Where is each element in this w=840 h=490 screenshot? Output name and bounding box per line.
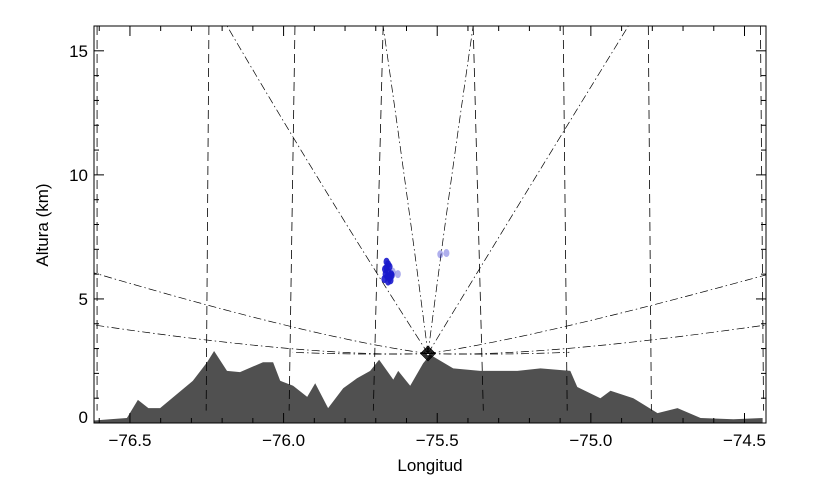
range-line [288,25,296,411]
x-tick-label: −75.5 [416,431,459,450]
echo-point [387,276,394,285]
range-line [562,25,568,411]
echo-point [394,270,401,279]
y-tick-label: 5 [79,290,88,309]
beam-line [427,25,629,354]
beam-line [292,351,429,355]
x-tick-label: −75.0 [569,431,612,450]
range-line [760,25,764,411]
echo-point [437,250,444,259]
beam-line [382,25,429,354]
echo-point [443,249,450,258]
beam-line [427,351,570,355]
y-tick-label: 10 [69,166,88,185]
radar-marker-icon [424,349,432,358]
radar-marker-icon [420,345,436,362]
beam-line [427,324,767,355]
range-line [205,25,210,411]
x-tick-label: −76.0 [262,431,305,450]
beam-line [93,324,429,355]
range-line [372,25,384,411]
beam-line [93,272,429,354]
x-tick-label: −76.5 [108,431,151,450]
echo-point [389,267,396,276]
beam-line [226,25,429,354]
y-axis-title: Altura (km) [33,183,52,266]
radar-marker-icon [422,347,434,360]
x-axis-title: Longitud [397,456,462,475]
range-line [647,25,652,411]
echo-point [383,263,390,272]
range-line [472,25,484,411]
y-tick-label: 15 [69,42,88,61]
beam-line [427,274,767,354]
axis-ticks: −76.5 −76.0 −75.5 −75.0 −74.5 0 5 10 15 [69,25,766,450]
y-tick-label: 0 [79,408,88,427]
beam-line [427,25,474,354]
terrain-area [94,351,763,423]
x-tick-label: −74.5 [723,431,766,450]
plot-content [93,25,767,423]
